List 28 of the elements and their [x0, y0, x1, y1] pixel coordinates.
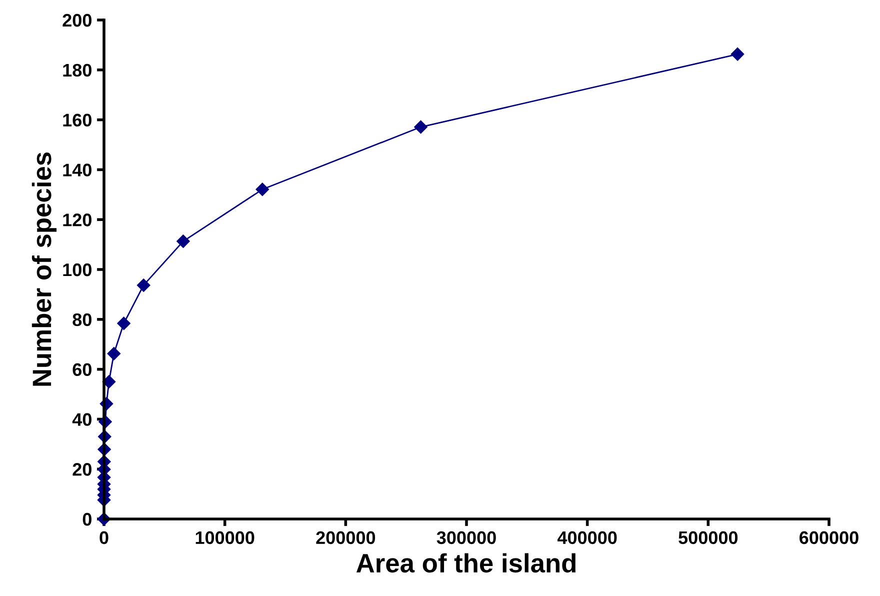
point: [137, 278, 150, 292]
x-axis-title: Area of the island: [356, 553, 576, 573]
y-tick-label: 40: [72, 413, 92, 426]
x-tick-label: 500000: [678, 531, 738, 544]
y-tick-label: 100: [63, 263, 92, 276]
x-tick-label: 200000: [316, 531, 376, 544]
y-tick-label: 140: [63, 164, 92, 176]
y-tick-label: 200: [62, 14, 92, 27]
y-axis-title: Number of species: [32, 152, 57, 386]
y-tick-label: 20: [72, 463, 92, 476]
x-tick-label: 600000: [800, 531, 858, 544]
point: [102, 375, 116, 388]
x-tick-label: 400000: [557, 531, 617, 544]
point: [176, 234, 190, 248]
y-tick-label: 180: [63, 64, 92, 77]
y-tick-label: 120: [63, 214, 92, 226]
y-tick-label: 60: [72, 363, 92, 376]
point: [117, 316, 130, 330]
y-tick-label: 80: [72, 313, 92, 326]
point: [107, 346, 120, 360]
point: [256, 182, 269, 196]
x-tick-label: 300000: [436, 531, 496, 544]
y-tick-label: 0: [82, 512, 92, 526]
point: [730, 48, 744, 61]
x-tick-label: 100000: [196, 531, 254, 544]
x-tick-label: 0: [100, 531, 108, 544]
point: [414, 120, 428, 134]
y-tick-label: 160: [63, 114, 92, 127]
